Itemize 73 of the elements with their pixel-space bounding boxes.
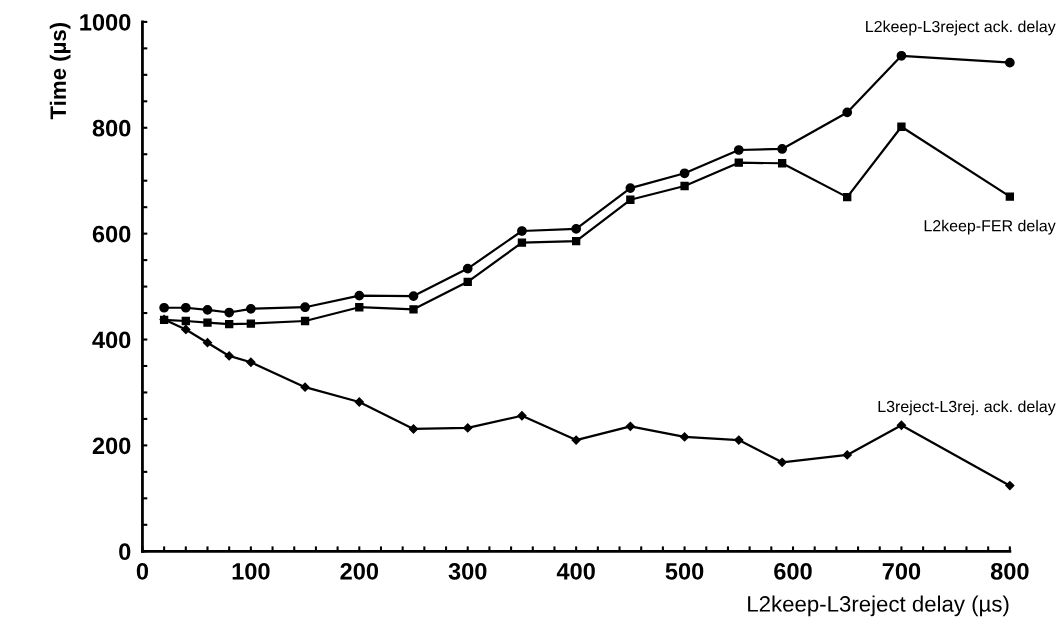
point [409, 305, 418, 314]
y-tick-label: 1000 [80, 13, 131, 31]
point [679, 432, 690, 442]
x-axis-title: L2keep-L3reject delay (µs) [748, 595, 1009, 617]
point [181, 316, 190, 326]
point [246, 357, 256, 367]
x-tick-label: 600 [774, 563, 812, 580]
point [463, 423, 473, 433]
point [843, 192, 852, 202]
point [462, 263, 473, 274]
point [224, 307, 235, 318]
point [300, 302, 310, 313]
point [517, 238, 527, 247]
point [1005, 480, 1015, 491]
point [777, 457, 787, 467]
point [246, 319, 256, 328]
point [897, 122, 906, 131]
series-label: L2keep-L3reject ack. delay [866, 20, 1056, 36]
x-tick-label: 800 [990, 563, 1029, 580]
point [842, 107, 853, 118]
point [625, 183, 636, 193]
point [1005, 192, 1015, 201]
x-tick-label: 0 [136, 563, 149, 580]
point [202, 305, 213, 315]
point [1004, 57, 1015, 68]
x-tick-label: 100 [232, 563, 270, 580]
y-tick-label: 200 [92, 437, 131, 455]
point [626, 195, 635, 204]
point [181, 324, 191, 335]
point [180, 302, 191, 313]
point [354, 290, 365, 301]
series-label: L3reject-L3rej. ack. delay [878, 400, 1056, 416]
y-axis-title: Time (µs) [49, 23, 71, 120]
x-tick-label: 200 [340, 563, 379, 580]
point [679, 168, 690, 179]
point [517, 226, 527, 236]
point [842, 450, 852, 460]
x-tick-label: 700 [882, 563, 921, 580]
series-label: L2keep-FER delay [924, 219, 1056, 235]
point [733, 145, 744, 155]
point [463, 277, 472, 286]
point [777, 144, 788, 154]
point [571, 224, 582, 234]
point [896, 420, 907, 430]
point [517, 411, 527, 421]
point [354, 397, 364, 407]
point [734, 158, 743, 167]
point [571, 435, 581, 445]
point [203, 318, 212, 327]
y-tick-label: 0 [119, 543, 131, 561]
point [225, 319, 234, 329]
point [300, 316, 310, 326]
x-tick-label: 500 [665, 563, 704, 580]
y-tick-label: 400 [92, 331, 131, 349]
point [355, 303, 364, 312]
point [777, 159, 787, 168]
x-tick-label: 400 [556, 563, 595, 580]
x-tick-label: 300 [448, 563, 487, 580]
point [246, 303, 256, 314]
point [734, 435, 744, 445]
point [224, 351, 234, 361]
point [896, 50, 907, 61]
y-tick-label: 800 [92, 119, 131, 137]
point [571, 236, 581, 246]
point [680, 181, 689, 191]
point [202, 338, 213, 348]
point [300, 382, 310, 392]
y-tick-label: 600 [92, 225, 131, 243]
point [159, 315, 169, 325]
point [408, 291, 419, 301]
point [625, 421, 635, 431]
point [159, 302, 169, 313]
point [408, 424, 419, 434]
